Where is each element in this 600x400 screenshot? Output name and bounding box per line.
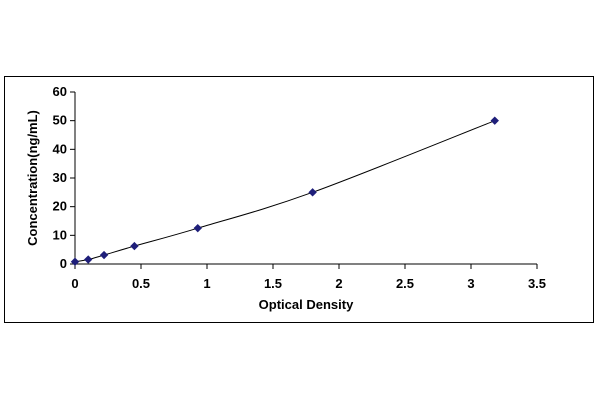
x-tick-label: 0.5 (132, 276, 150, 291)
y-axis-title: Concentration(ng/mL) (25, 110, 40, 246)
y-tick-label: 40 (53, 141, 67, 156)
y-tick-label: 60 (53, 84, 67, 99)
chart-axes (74, 92, 537, 265)
data-point-marker (193, 223, 202, 233)
y-tick-label: 0 (60, 256, 67, 271)
y-axis-ticks: 0 10 20 30 40 50 60 (53, 84, 75, 271)
x-tick-label: 1.5 (264, 276, 282, 291)
chart-frame (4, 76, 594, 323)
data-point-marker (490, 116, 499, 125)
data-point-marker (308, 188, 317, 197)
x-tick-label: 2.5 (396, 276, 414, 291)
y-tick-label: 30 (53, 170, 67, 185)
x-tick-label: 3 (467, 276, 474, 291)
data-point-marker (70, 257, 80, 266)
x-axis-title: Optical Density (259, 297, 354, 312)
x-tick-label: 0 (71, 276, 78, 291)
x-tick-label: 3.5 (528, 276, 546, 291)
trendline (74, 120, 495, 263)
y-tick-label: 50 (53, 113, 67, 128)
data-point-marker (83, 255, 93, 264)
y-tick-label: 20 (53, 199, 67, 214)
data-point-marker (99, 250, 109, 260)
x-tick-label: 2 (335, 276, 342, 291)
data-points (70, 116, 499, 266)
data-point-marker (130, 241, 139, 251)
x-tick-label: 1 (203, 276, 210, 291)
y-tick-label: 10 (53, 227, 67, 242)
x-axis-ticks: 0 0.5 1 1.5 2 2.5 3 3.5 (71, 264, 546, 291)
